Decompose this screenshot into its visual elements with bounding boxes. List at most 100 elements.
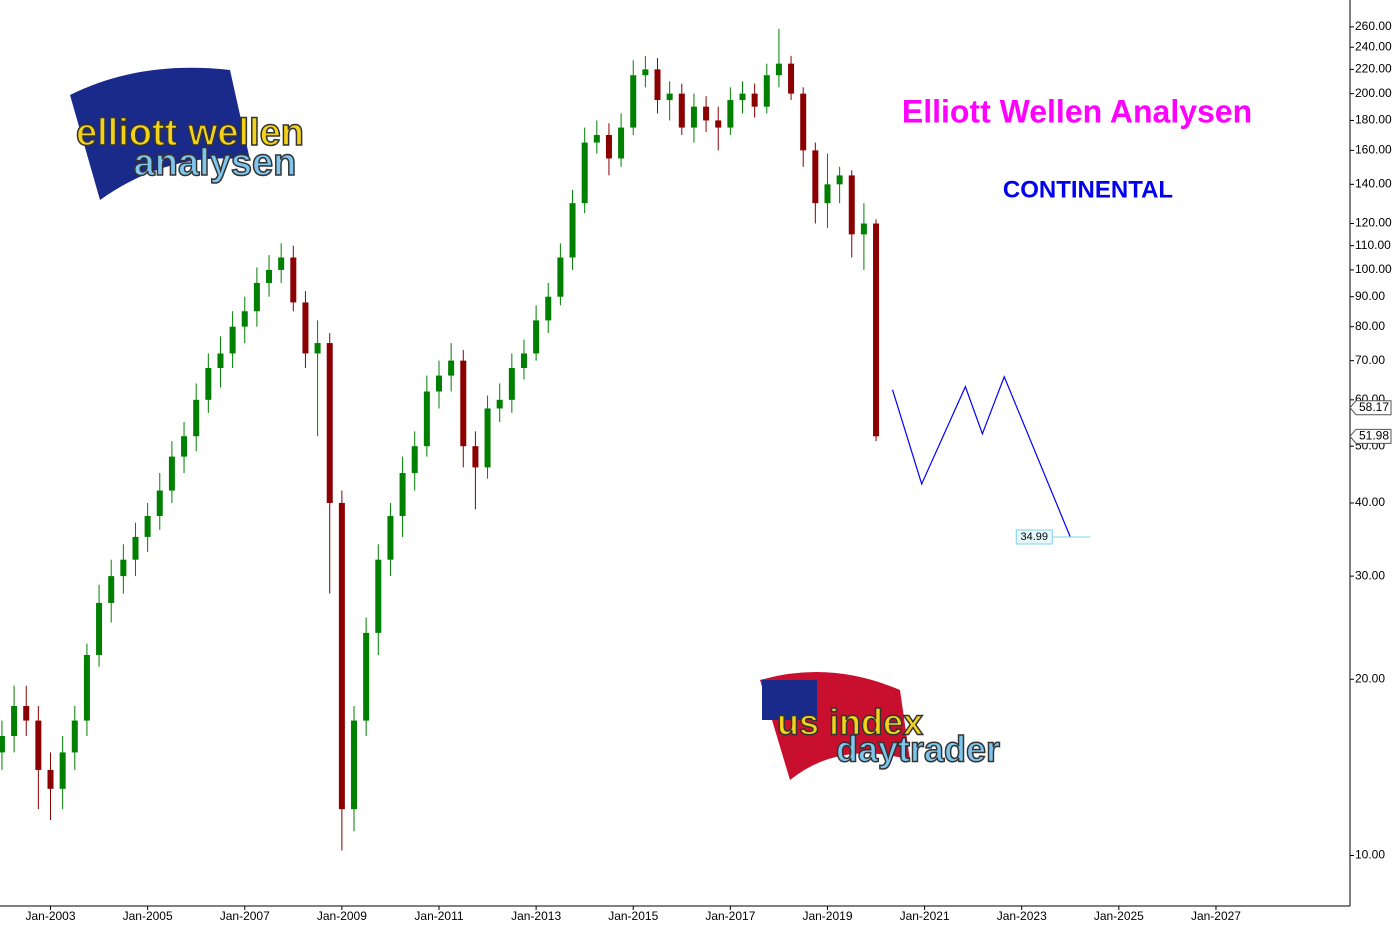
candle-body (71, 720, 78, 753)
candle-body (618, 127, 625, 159)
y-tick-label: 120.00 (1355, 216, 1392, 230)
y-tick-label: 40.00 (1355, 495, 1385, 509)
y-tick-label: 220.00 (1355, 62, 1392, 76)
logo-text: elliott wellen (76, 112, 304, 154)
candle-body (824, 184, 831, 204)
candle-body (338, 502, 345, 810)
candle-body (812, 150, 819, 204)
candle-body (156, 490, 163, 516)
candle-body (533, 320, 540, 354)
projection-line (891, 375, 1071, 538)
candle-body (703, 106, 710, 121)
candle-body (508, 367, 515, 400)
y-tick-label: 100.00 (1355, 262, 1392, 276)
candle-body (800, 93, 807, 151)
x-tick-label: Jan-2005 (123, 909, 173, 923)
y-tick-label: 20.00 (1355, 671, 1385, 685)
candle-body (581, 142, 588, 204)
candle-body (326, 343, 333, 503)
candle-body (472, 446, 479, 468)
candle-body (836, 175, 843, 185)
candle-body (144, 515, 151, 537)
y-tick-label: 90.00 (1355, 289, 1385, 303)
candle-body (690, 106, 697, 128)
x-tick-label: Jan-2027 (1191, 909, 1241, 923)
candle-body (423, 391, 430, 447)
candle-body (290, 257, 297, 303)
y-tick-label: 260.00 (1355, 19, 1392, 33)
y-tick-label: 110.00 (1355, 238, 1391, 252)
candle-body (11, 706, 18, 736)
candle-body (763, 75, 770, 107)
candle-body (496, 399, 503, 409)
logo-canton (762, 680, 817, 720)
candle-body (229, 326, 236, 354)
logo-us-index: us index daytrader (760, 672, 1001, 780)
x-tick-label: Jan-2025 (1094, 909, 1144, 923)
price-marker (1349, 428, 1392, 444)
x-tick-label: Jan-2003 (25, 909, 75, 923)
candle-body (484, 408, 491, 468)
logo-text: daytrader (836, 729, 1000, 770)
candle-body (108, 576, 115, 603)
candle-body (727, 100, 734, 128)
candle-body (751, 93, 758, 107)
chart-title: Elliott Wellen Analysen (902, 93, 1252, 129)
candle-body (278, 257, 285, 270)
candle-body (205, 367, 212, 400)
chart-subtitle: CONTINENTAL (1003, 176, 1173, 203)
candle-body (96, 602, 103, 655)
x-tick-label: Jan-2019 (802, 909, 852, 923)
x-tick-label: Jan-2017 (705, 909, 755, 923)
candle-body (266, 269, 273, 283)
candle-body (375, 559, 382, 633)
candle-body (399, 472, 406, 516)
y-tick-label: 200.00 (1355, 86, 1392, 100)
candle-body (435, 375, 442, 392)
x-tick-label: Jan-2013 (511, 909, 561, 923)
target-box (1015, 529, 1053, 545)
candle-body (678, 93, 685, 128)
candle-body (775, 63, 782, 76)
candle-body (715, 120, 722, 128)
candle-body (460, 360, 467, 447)
candle-body (873, 223, 880, 437)
candle-body (241, 311, 248, 327)
candle-body (253, 282, 260, 312)
candle-body (120, 559, 127, 577)
candle-body (569, 203, 576, 258)
candle-body (47, 769, 54, 789)
candle-body (217, 353, 224, 368)
y-tick-label: 80.00 (1355, 319, 1385, 333)
logo-flag (70, 67, 250, 201)
x-tick-label: Jan-2015 (608, 909, 658, 923)
target-label: 34.99 (1021, 531, 1049, 543)
y-tick-label: 160.00 (1355, 143, 1392, 157)
candle-body (788, 63, 795, 94)
y-tick-label: 180.00 (1355, 113, 1392, 127)
candle-body (448, 360, 455, 376)
x-tick-label: Jan-2009 (317, 909, 367, 923)
x-tick-label: Jan-2021 (900, 909, 950, 923)
candle-body (666, 93, 673, 101)
logo-elliott: elliott wellen analysen (70, 67, 305, 201)
candle-body (181, 436, 188, 457)
price-marker (1349, 400, 1392, 416)
price-marker-label: 51.98 (1359, 428, 1389, 442)
y-tick-label: 30.00 (1355, 568, 1385, 582)
candle-body (411, 446, 418, 473)
candle-body (363, 632, 370, 721)
price-marker-label: 58.17 (1359, 400, 1389, 414)
x-tick-label: Jan-2023 (997, 909, 1047, 923)
candle-body (557, 257, 564, 297)
candle-body (605, 134, 612, 159)
logo-text: us index (777, 702, 923, 743)
candle-body (23, 706, 30, 721)
candle-body (520, 353, 527, 368)
candle-body (59, 752, 66, 789)
candle-body (630, 75, 637, 128)
y-tick-label: 10.00 (1355, 848, 1385, 862)
candle-body (168, 456, 175, 491)
